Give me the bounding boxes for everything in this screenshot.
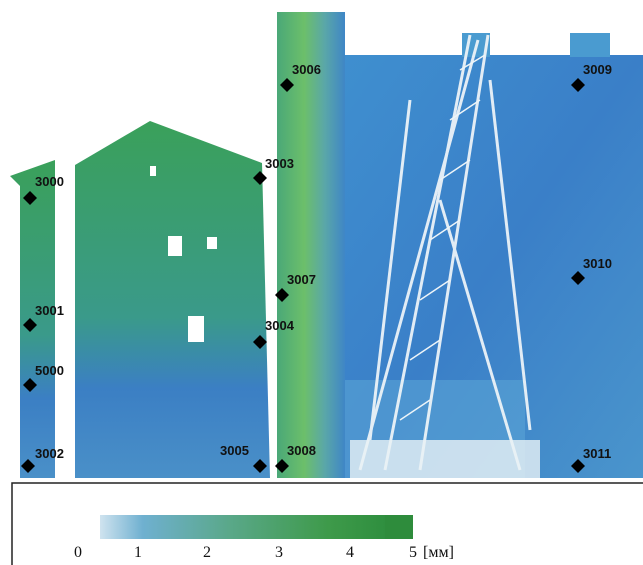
scale-bar (100, 515, 385, 539)
marker-label: 3005 (220, 443, 249, 458)
marker-label: 3008 (287, 443, 316, 458)
scale-label: 3 (275, 544, 283, 561)
marker-label: 3004 (265, 318, 295, 333)
scale-label: 2 (203, 544, 211, 561)
marker-label: 3007 (287, 272, 316, 287)
marker-label: 3000 (35, 174, 64, 189)
marker-label: 3003 (265, 156, 294, 171)
scale-unit: [мм] (423, 544, 454, 561)
marker-label: 3009 (583, 62, 612, 77)
marker-label: 3010 (583, 256, 612, 271)
marker-label: 3001 (35, 303, 64, 318)
scale-label: 0 (74, 544, 82, 561)
marker-label: 3011 (583, 446, 611, 461)
scale-label: 5 (409, 544, 417, 561)
scan (10, 12, 643, 478)
scale-label: 4 (346, 544, 354, 561)
marker-label: 5000 (35, 363, 64, 378)
figure: 3000 3001 5000 3002 3003 3004 3005 3006 3007 3008… (0, 0, 643, 565)
marker-label: 3002 (35, 446, 64, 461)
marker-label: 3006 (292, 62, 321, 77)
scale-label: 1 (134, 544, 142, 561)
scale-bar-end (385, 515, 413, 539)
